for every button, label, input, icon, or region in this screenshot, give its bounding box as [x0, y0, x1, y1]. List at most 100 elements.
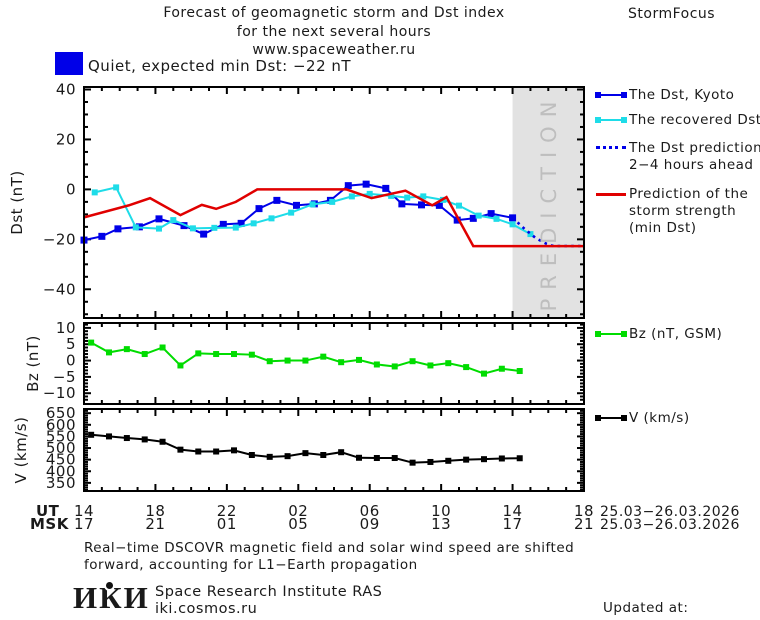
iki-logo-orbit-dot: [106, 582, 113, 589]
panel-frame: [83, 408, 585, 492]
title-line-3-site: www.spaceweather.ru: [252, 42, 416, 58]
xtick-label: 21: [574, 515, 594, 533]
panel-0: 40 20 0 −20 −40 Dst (nT): [8, 80, 585, 319]
ytick-label: 20: [56, 130, 76, 148]
xtick-label: 09: [360, 515, 380, 533]
xtick-label: 10: [431, 502, 451, 520]
legend-storm-strength: Prediction of the storm strength (min Ds…: [596, 186, 748, 237]
ytick-label: −5: [53, 368, 76, 386]
xtick-label: 01: [217, 515, 237, 533]
series-line: [83, 183, 513, 242]
legend-storm-label: Prediction of the storm strength (min Ds…: [629, 186, 748, 237]
legend-bz: Bz (nT, GSM): [595, 326, 723, 343]
legend-prediction-line1: The Dst prediction: [629, 140, 760, 156]
legend-v: V (km/s): [595, 410, 690, 427]
legend-prediction-label: The Dst prediction 2−4 hours ahead: [629, 140, 760, 174]
dst-line-sample: [595, 92, 627, 98]
brand-stormfocus: StormFocus: [628, 6, 716, 22]
xtick-label: 21: [145, 515, 165, 533]
xtick-label: 06: [360, 502, 380, 520]
iki-logo: ИКИ: [73, 582, 150, 613]
legend-recovered-label: The recovered Dst: [629, 112, 760, 128]
series-markers: [88, 339, 523, 377]
legend-storm-line3: (min Dst): [629, 220, 697, 236]
legend-dst-kyoto: The Dst, Kyoto: [595, 87, 735, 104]
v-line-sample: [595, 415, 627, 421]
xaxis-row: UT 14 18 22 02 06 10 14 18 25.03−26.03.2026: [36, 502, 740, 520]
series-line: [83, 188, 584, 248]
ytick-label: 5: [66, 335, 76, 353]
storm-line-sample: [596, 193, 626, 196]
title-line-2: for the next several hours: [236, 23, 432, 40]
panel-frame: [83, 322, 585, 405]
ytick-label: −10: [43, 384, 76, 402]
footer-note: Real−time DSCOVR magnetic field and sola…: [84, 540, 574, 574]
xaxis-row-label: UT: [36, 502, 60, 520]
legend-prediction-line2: 2−4 hours ahead: [629, 157, 754, 173]
ytick-label: 0: [66, 180, 76, 198]
xtick-label: 18: [574, 502, 594, 520]
legend-dst-label: The Dst, Kyoto: [629, 87, 735, 103]
prediction-line-sample: [596, 146, 626, 149]
legend-v-label: V (km/s): [629, 410, 690, 426]
ticks-y: [84, 409, 584, 491]
storm-status-label: Quiet, expected min Dst: −22 nT: [88, 57, 352, 75]
institute-name: Space Research Institute RAS: [155, 584, 383, 600]
ytick-label: 0: [66, 352, 76, 370]
storm-level-swatch: [55, 52, 83, 75]
ticks-x: [100, 409, 568, 491]
panel-frame: [83, 86, 585, 319]
xtick-label: 02: [288, 502, 308, 520]
ytick-label: 10: [56, 319, 76, 337]
ytick-label: 650: [46, 404, 76, 422]
xtick-label: 22: [217, 502, 237, 520]
ytick-label: −20: [43, 230, 76, 248]
ytick-label: 600: [46, 416, 76, 434]
ticks-x: [100, 323, 568, 404]
xaxis-date: 25.03−26.03.2026: [600, 504, 740, 520]
updated-label: Updated at:: [603, 600, 689, 616]
legend-recovered-dst: The recovered Dst: [595, 112, 760, 129]
y-axis-title: Bz (nT): [24, 335, 42, 392]
xtick-label: 18: [145, 502, 165, 520]
ytick-label: −40: [43, 280, 76, 298]
xaxis-row-label: MSK: [30, 515, 70, 533]
xtick-label: 17: [74, 515, 94, 533]
institute-site: iki.cosmos.ru: [155, 601, 258, 617]
xtick-label: 13: [431, 515, 451, 533]
ytick-label: 500: [46, 439, 76, 457]
recovered-line-sample: [595, 117, 627, 123]
page-title: Forecast of geomagnetic storm and Dst in…: [84, 4, 584, 60]
xaxis-row: MSK 17 21 01 05 09 13 17 21 25.03−26.03.2026: [30, 515, 740, 533]
y-axis-title: Dst (nT): [8, 170, 26, 234]
ytick-label: 350: [46, 474, 76, 492]
xaxis-date: 25.03−26.03.2026: [600, 517, 740, 533]
ytick-label: 400: [46, 462, 76, 480]
ytick-label: 550: [46, 427, 76, 445]
legend-dst-prediction: The Dst prediction 2−4 hours ahead: [596, 140, 760, 174]
legend-storm-line1: Prediction of the: [629, 186, 749, 202]
legend-bz-label: Bz (nT, GSM): [629, 326, 723, 342]
xtick-label: 14: [503, 502, 523, 520]
ytick-label: 450: [46, 451, 76, 469]
title-line-1: Forecast of geomagnetic storm and Dst in…: [163, 5, 505, 21]
y-axis-title: V (km/s): [12, 417, 30, 484]
xtick-label: 05: [288, 515, 308, 533]
bz-line-sample: [595, 331, 627, 337]
prediction-band-label: PREDICTION: [537, 92, 561, 312]
xtick-label: 14: [74, 502, 94, 520]
legend-storm-line2: storm strength: [629, 203, 737, 219]
series-line: [91, 433, 520, 464]
footer-note-line2: forward, accounting for L1−Earth propaga…: [84, 557, 418, 573]
series-markers: [88, 431, 523, 466]
updated-block: Updated at: UT 14:05, 26.03.2026 MSK 17:…: [603, 565, 760, 620]
ytick-label: 40: [56, 80, 76, 98]
footer-note-line1: Real−time DSCOVR magnetic field and sola…: [84, 540, 575, 556]
ticks-y: [84, 323, 584, 401]
xtick-label: 17: [503, 515, 523, 533]
prediction-band: [512, 87, 584, 318]
